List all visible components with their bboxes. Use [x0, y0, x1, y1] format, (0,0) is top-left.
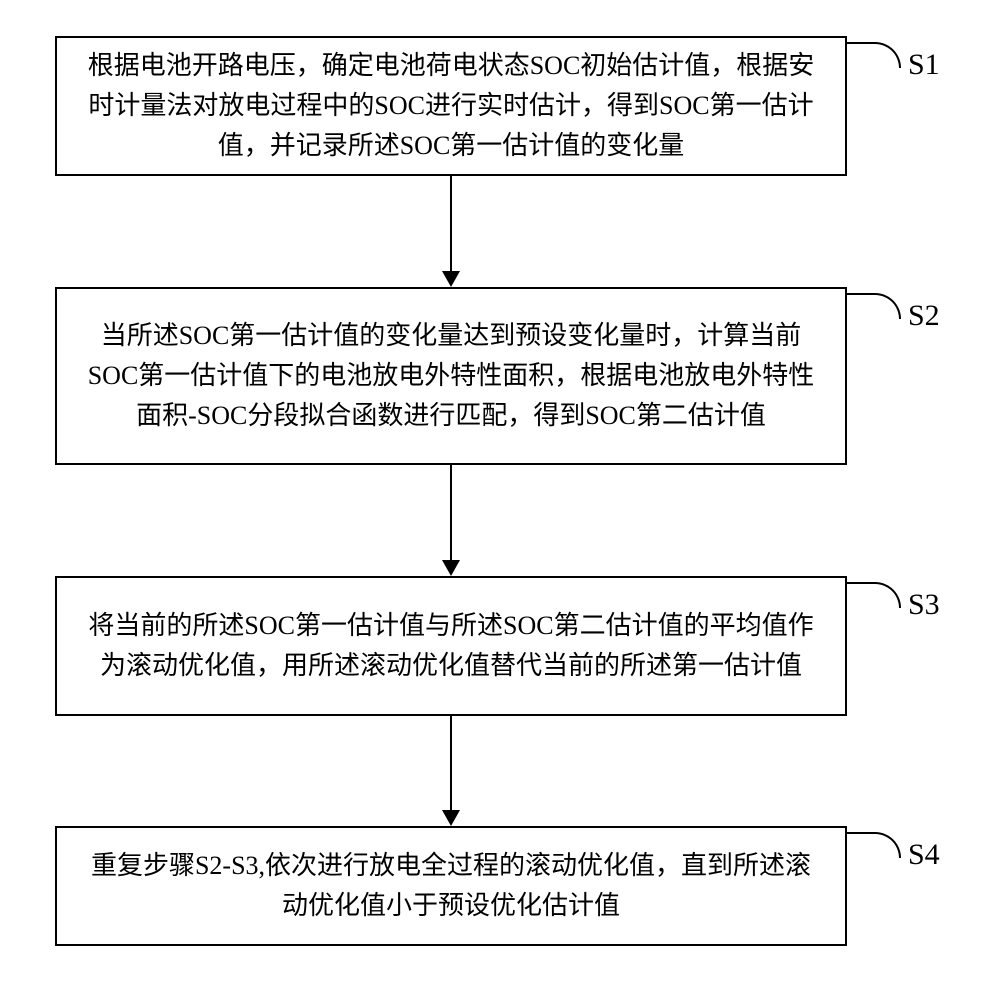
arrow-line [450, 176, 452, 271]
arrow-head-icon [442, 560, 460, 576]
label-connector-s1 [847, 42, 901, 68]
step-label-s4: S4 [908, 838, 940, 872]
step-label-s3: S3 [908, 588, 940, 622]
flowchart-container: 根据电池开路电压，确定电池荷电状态SOC初始估计值，根据安时计量法对放电过程中的… [0, 0, 1000, 984]
label-connector-s3 [847, 582, 901, 608]
arrow-1 [442, 176, 460, 287]
step-box-s3: 将当前的所述SOC第一估计值与所述SOC第二估计值的平均值作为滚动优化值，用所述… [55, 576, 847, 716]
step-text-s1: 根据电池开路电压，确定电池荷电状态SOC初始估计值，根据安时计量法对放电过程中的… [81, 46, 821, 167]
arrow-line [450, 716, 452, 810]
label-connector-s4 [847, 832, 901, 858]
step-box-s4: 重复步骤S2-S3,依次进行放电全过程的滚动优化值，直到所述滚动优化值小于预设优… [55, 826, 847, 946]
step-box-s1: 根据电池开路电压，确定电池荷电状态SOC初始估计值，根据安时计量法对放电过程中的… [55, 36, 847, 176]
step-box-s2: 当所述SOC第一估计值的变化量达到预设变化量时，计算当前SOC第一估计值下的电池… [55, 287, 847, 465]
step-text-s2: 当所述SOC第一估计值的变化量达到预设变化量时，计算当前SOC第一估计值下的电池… [81, 316, 821, 437]
label-connector-s2 [847, 293, 901, 319]
step-label-s2: S2 [908, 299, 940, 333]
arrow-line [450, 465, 452, 560]
step-text-s4: 重复步骤S2-S3,依次进行放电全过程的滚动优化值，直到所述滚动优化值小于预设优… [81, 846, 821, 927]
arrow-head-icon [442, 271, 460, 287]
step-text-s3: 将当前的所述SOC第一估计值与所述SOC第二估计值的平均值作为滚动优化值，用所述… [81, 606, 821, 687]
arrow-head-icon [442, 810, 460, 826]
arrow-2 [442, 465, 460, 576]
step-label-s1: S1 [908, 48, 940, 82]
arrow-3 [442, 716, 460, 826]
